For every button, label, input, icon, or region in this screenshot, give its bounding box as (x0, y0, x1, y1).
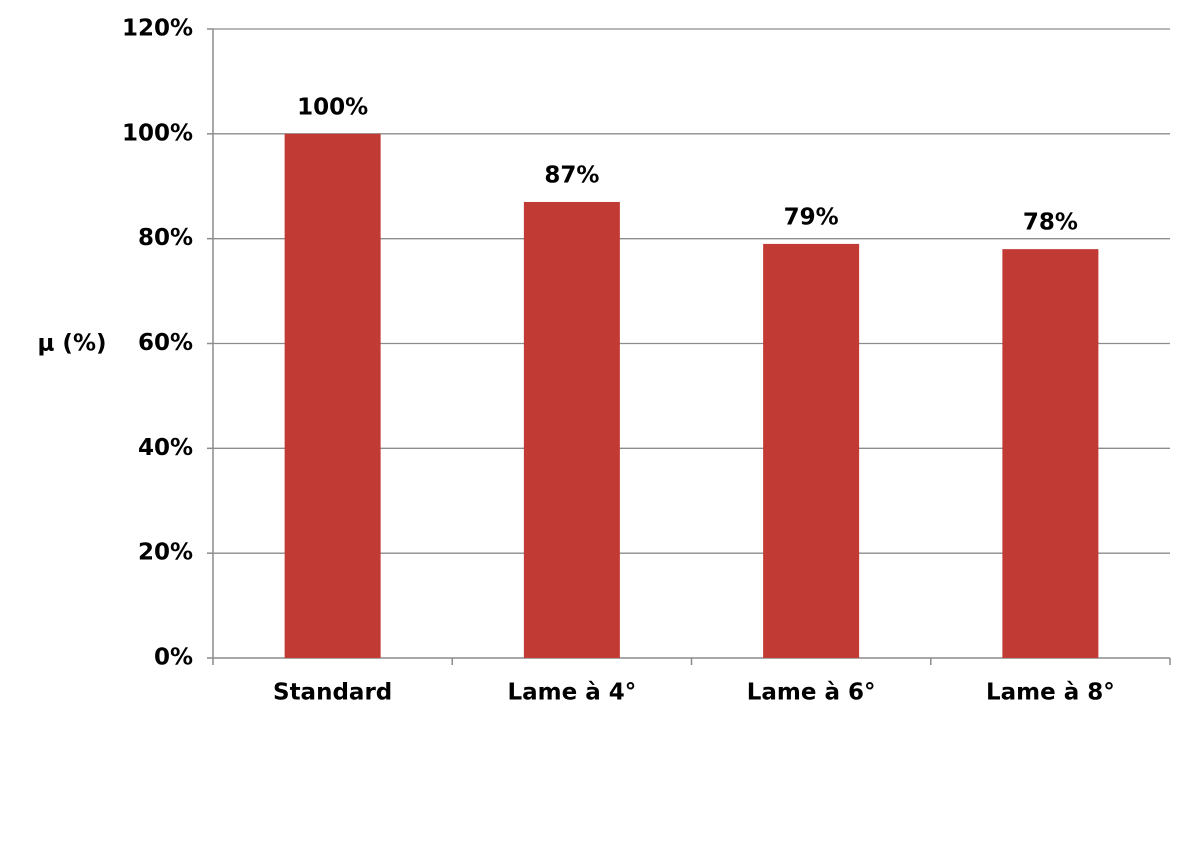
value-label: 79% (784, 204, 839, 230)
y-tick-label: 100% (122, 120, 193, 146)
y-axis-label: μ (%) (38, 331, 107, 357)
bar (284, 133, 381, 659)
x-tick-label: Standard (273, 680, 392, 706)
x-tick-label: Lame à 4° (507, 680, 636, 706)
y-tick-label: 80% (138, 225, 193, 251)
value-label: 78% (1023, 210, 1078, 236)
y-tick-label: 40% (138, 435, 193, 461)
bar (763, 243, 860, 659)
bar (523, 201, 620, 658)
x-tick-label: Lame à 8° (986, 680, 1115, 706)
value-label: 100% (297, 94, 368, 120)
y-tick-label: 0% (154, 645, 193, 671)
y-tick-label: 20% (138, 540, 193, 566)
y-tick-label: 60% (138, 330, 193, 356)
bar (1002, 249, 1099, 658)
value-label: 87% (544, 162, 599, 188)
x-tick-label: Lame à 6° (747, 680, 876, 706)
y-tick-label: 120% (122, 16, 193, 42)
